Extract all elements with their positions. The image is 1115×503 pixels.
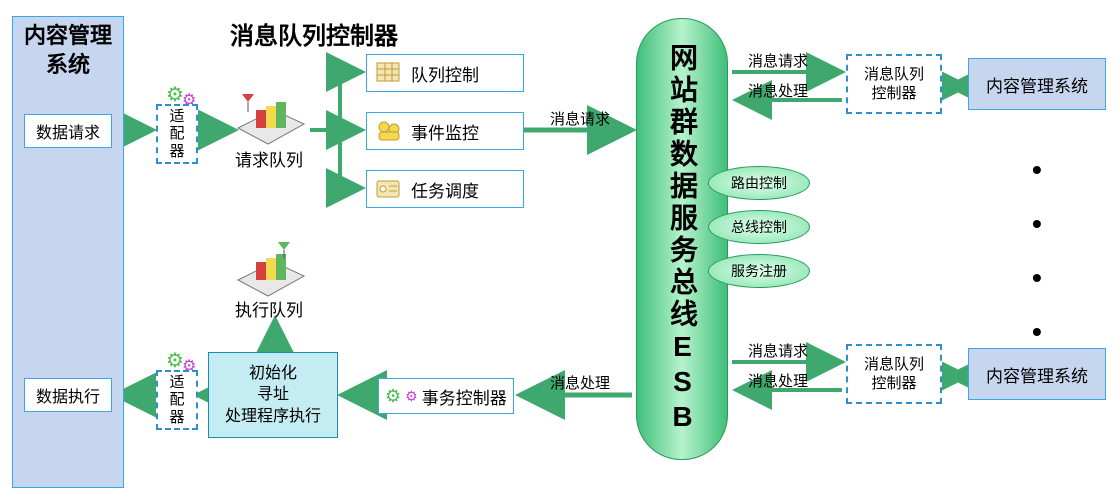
msg-proc-left: 消息处理: [550, 372, 610, 393]
func-task-schedule: 任务调度: [366, 170, 524, 208]
vertical-ellipsis: • • • •: [1032, 154, 1042, 348]
esb-cylinder: 网站群数据服务总线ESB: [636, 18, 728, 460]
msg-proc-br: 消息处理: [748, 370, 808, 391]
esb-ellipse-label: 服务注册: [731, 261, 787, 281]
mq-controller-title: 消息队列控制器: [230, 16, 398, 51]
card-icon: [375, 177, 403, 201]
cms-left-container: [12, 16, 124, 488]
adapter-bottom-box: 适 配 器: [156, 370, 198, 430]
dot-icon: •: [1032, 208, 1042, 240]
esb-ellipse-routing: 路由控制: [708, 166, 810, 200]
cms-right-top: 内容管理系统: [968, 58, 1106, 110]
data-execute-box: 数据执行: [24, 378, 112, 412]
users-icon: [375, 119, 403, 143]
func-task-schedule-label: 任务调度: [411, 177, 479, 202]
mq-controller-right-bottom-label: 消息队列 控制器: [864, 355, 924, 394]
gear-icon: ⚙: [405, 388, 418, 405]
cms-right-bottom-label: 内容管理系统: [986, 362, 1088, 387]
dot-icon: •: [1032, 154, 1042, 186]
tx-controller-label: 事务控制器: [422, 384, 507, 409]
mq-controller-right-top: 消息队列 控制器: [846, 54, 942, 114]
func-event-monitor-label: 事件监控: [411, 119, 479, 144]
func-queue-control: 队列控制: [366, 54, 524, 92]
diagram-viewport: 内容管理 系统 数据请求 数据执行 ⚙ ⚙ 适 配 器 ⚙ ⚙ 适 配 器 消息…: [0, 0, 1115, 503]
adapter-bottom-label: 适 配 器: [169, 374, 184, 426]
mq-controller-right-top-label: 消息队列 控制器: [864, 65, 924, 104]
msg-req-left: 消息请求: [550, 108, 610, 129]
msg-req-tr: 消息请求: [748, 50, 808, 71]
esb-ellipse-service: 服务注册: [708, 254, 810, 288]
func-event-monitor: 事件监控: [366, 112, 524, 150]
dot-icon: •: [1032, 316, 1042, 348]
request-queue-label: 请求队列: [224, 150, 314, 172]
mq-controller-right-bottom: 消息队列 控制器: [846, 344, 942, 404]
tx-controller-box: ⚙ ⚙ 事务控制器: [378, 378, 514, 414]
esb-ellipse-bus: 总线控制: [708, 210, 810, 244]
request-queue-icon: [232, 90, 310, 148]
execute-queue-icon: [232, 238, 310, 300]
cms-right-top-label: 内容管理系统: [986, 72, 1088, 97]
grid-icon: [375, 61, 403, 85]
data-request-label: 数据请求: [36, 119, 100, 143]
adapter-top-box: 适 配 器: [156, 104, 198, 164]
esb-ellipse-label: 路由控制: [731, 173, 787, 193]
esb-ellipse-label: 总线控制: [731, 217, 787, 237]
dot-icon: •: [1032, 262, 1042, 294]
gear-icon: ⚙: [385, 386, 401, 407]
esb-label: 网站群数据服务总线ESB: [662, 43, 702, 436]
data-request-box: 数据请求: [24, 114, 112, 148]
init-box-label: 初始化 寻址 处理程序执行: [225, 363, 321, 428]
msg-req-br: 消息请求: [748, 340, 808, 361]
adapter-top-label: 适 配 器: [169, 108, 184, 160]
cms-left-title: 内容管理 系统: [12, 22, 124, 79]
data-execute-label: 数据执行: [36, 383, 100, 407]
msg-proc-tr: 消息处理: [748, 80, 808, 101]
init-box: 初始化 寻址 处理程序执行: [208, 352, 338, 438]
execute-queue-label: 执行队列: [224, 300, 314, 322]
func-queue-control-label: 队列控制: [411, 61, 479, 86]
cms-right-bottom: 内容管理系统: [968, 348, 1106, 400]
